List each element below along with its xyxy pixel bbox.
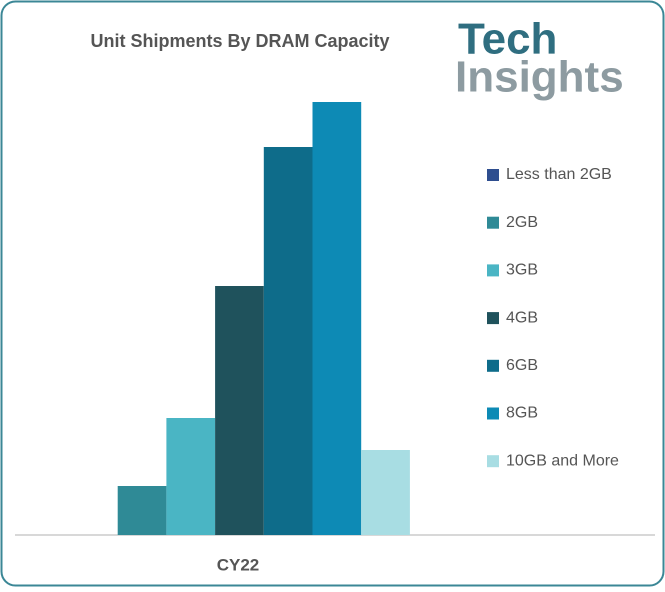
legend-label: 10GB and More [506, 452, 619, 469]
bar [117, 486, 167, 535]
bar [215, 286, 264, 535]
legend-swatch [487, 216, 499, 229]
legend-swatch [487, 455, 499, 468]
bar [166, 418, 216, 535]
legend-swatch [487, 359, 499, 372]
legend-label: Less than 2GB [506, 166, 612, 183]
chart-title: Unit Shipments By DRAM Capacity [90, 31, 389, 51]
legend-swatch [487, 169, 499, 181]
bar [361, 450, 410, 535]
legend-label: 8GB [506, 405, 538, 422]
legend-label: 3GB [506, 262, 538, 279]
legend-swatch [487, 312, 499, 325]
x-tick-label: CY22 [217, 555, 260, 574]
logo-tech: Tech [458, 15, 557, 64]
legend-swatch [487, 264, 499, 277]
logo-insights: Insights [455, 53, 624, 102]
legend-label: 4GB [506, 309, 538, 326]
bar [263, 147, 313, 535]
bar [312, 102, 362, 535]
legend-swatch [487, 407, 499, 420]
legend-label: 2GB [506, 214, 538, 231]
legend-label: 6GB [506, 357, 538, 374]
